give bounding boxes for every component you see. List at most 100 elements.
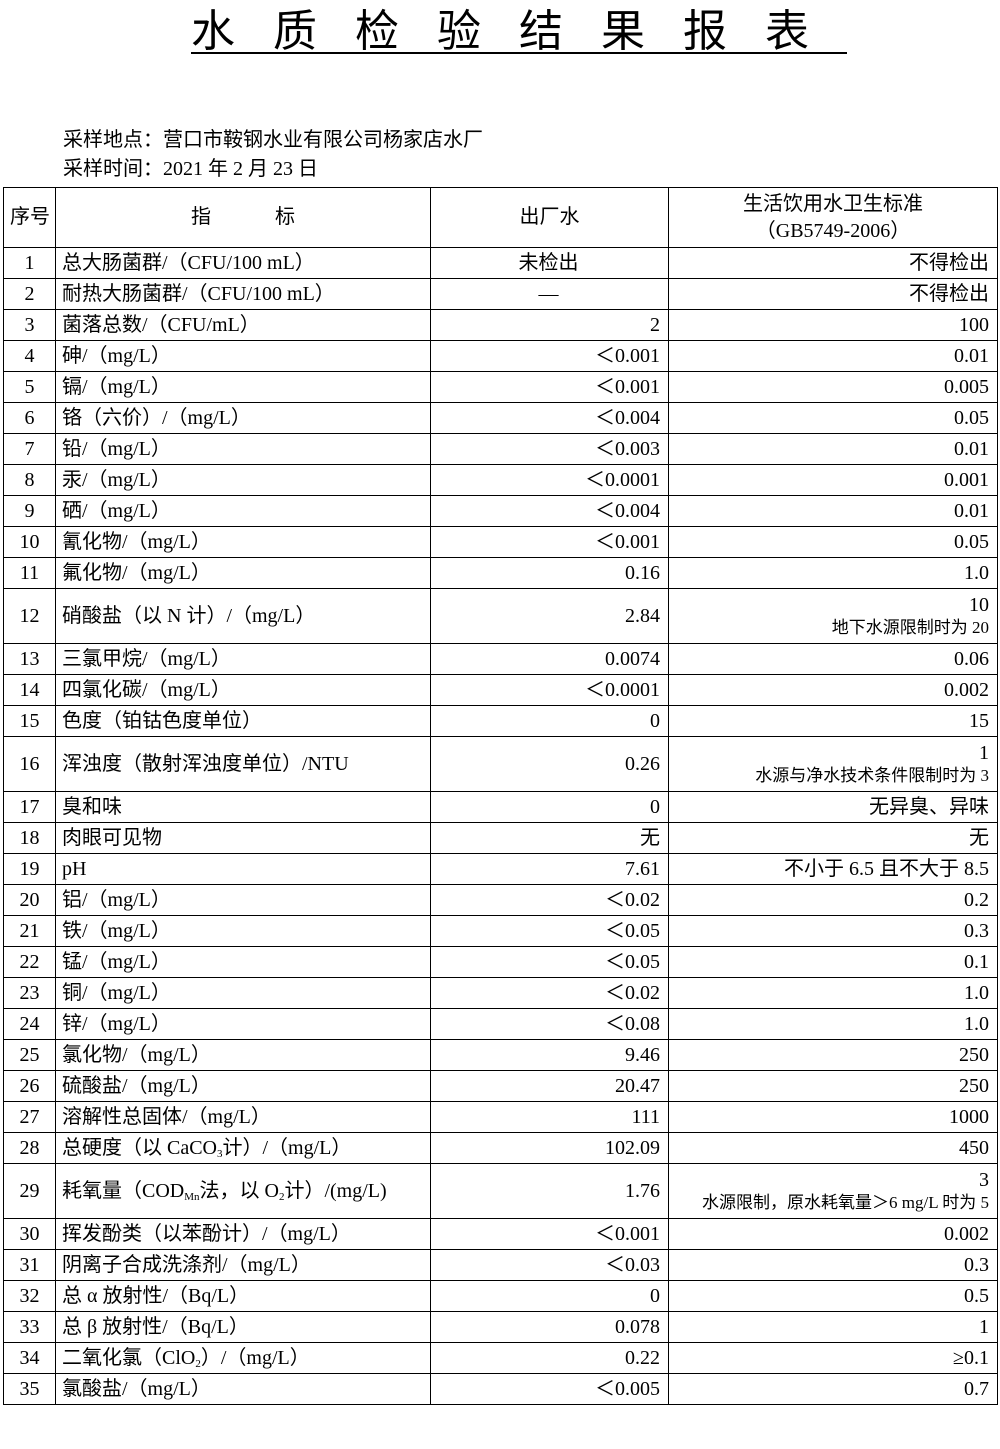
standard-limit: 0.002 [668, 1218, 998, 1250]
limit: 0.005 [944, 376, 989, 398]
table-row: 9 硒/（mg/L） ＜0.004 0.01 [3, 495, 998, 527]
limit: 不得检出 [909, 252, 989, 274]
indicator: 耗氧量（CODMn法，以 O2计）/(mg/L) [55, 1163, 431, 1219]
limit: 0.5 [964, 1285, 989, 1307]
row-number: 15 [3, 705, 56, 737]
header-cell: 出厂水 [430, 187, 669, 248]
row-number: 22 [3, 946, 56, 978]
table-row: 26 硫酸盐/（mg/L） 20.47 250 [3, 1070, 998, 1102]
indicator: 二氧化氯（ClO2）/（mg/L） [55, 1342, 431, 1374]
standard-limit: 10 地下水源限制时为 20 [668, 588, 998, 644]
table-row: 22 锰/（mg/L） ＜0.05 0.1 [3, 946, 998, 978]
row-number: 16 [3, 736, 56, 792]
row-number: 2 [3, 278, 56, 310]
header-cell: 指标 [55, 187, 431, 248]
indicator: 砷/（mg/L） [55, 340, 431, 372]
indicator: 氯化物/（mg/L） [55, 1039, 431, 1071]
table-row: 23 铜/（mg/L） ＜0.02 1.0 [3, 977, 998, 1009]
row-number: 11 [3, 557, 56, 589]
limit: 0.7 [964, 1378, 989, 1400]
standard-limit: 0.01 [668, 340, 998, 372]
standard-limit: 0.3 [668, 915, 998, 947]
table-row: 33 总 β 放射性/（Bq/L） 0.078 1 [3, 1311, 998, 1343]
standard-limit: 3 水源限制，原水耗氧量＞6 mg/L 时为 5 [668, 1163, 998, 1219]
limit: 1.0 [964, 982, 989, 1004]
indicator: 肉眼可见物 [55, 822, 431, 854]
limit: 不得检出 [909, 283, 989, 305]
table-row: 27 溶解性总固体/（mg/L） 111 1000 [3, 1101, 998, 1133]
standard-limit: 250 [668, 1070, 998, 1102]
plant-water-value: ＜0.005 [430, 1373, 669, 1405]
standard-limit: ≥0.1 [668, 1342, 998, 1374]
standard-limit: 1.0 [668, 977, 998, 1009]
plant-water-value: ＜0.0001 [430, 464, 669, 496]
indicator: 铅/（mg/L） [55, 433, 431, 465]
table-row: 21 铁/（mg/L） ＜0.05 0.3 [3, 915, 998, 947]
table-body: 1 总大肠菌群/（CFU/100 mL） 未检出 不得检出 2 耐热大肠菌群/（CFU/1… [3, 247, 998, 1405]
subscript: Mn [184, 1191, 200, 1203]
plant-water-value: 0.26 [430, 736, 669, 792]
row-number: 8 [3, 464, 56, 496]
indicator: 总硬度（以 CaCO3计）/（mg/L） [55, 1132, 431, 1164]
plant-water-value: 2.84 [430, 588, 669, 644]
table-row: 32 总 α 放射性/（Bq/L） 0 0.5 [3, 1280, 998, 1312]
plant-water-value: — [430, 278, 669, 310]
results-table: 序号 指标 出厂水 生活饮用水卫生标准 （GB5749-2006） 1 总大肠菌群/… [3, 187, 998, 1405]
table-row: 16 浑浊度（散射浑浊度单位）/NTU 0.26 1 水源与净水技术条件限制时为 3 [3, 736, 998, 792]
standard-limit: 1000 [668, 1101, 998, 1133]
row-number: 21 [3, 915, 56, 947]
row-number: 30 [3, 1218, 56, 1250]
row-number: 14 [3, 674, 56, 706]
plant-water-value: 0 [430, 1280, 669, 1312]
table-row: 24 锌/（mg/L） ＜0.08 1.0 [3, 1008, 998, 1040]
limit: ≥0.1 [953, 1347, 989, 1369]
indicator: 氰化物/（mg/L） [55, 526, 431, 558]
standard-limit: 1.0 [668, 557, 998, 589]
time-line: 采样时间：2021 年 2 月 23 日 [63, 156, 318, 182]
indicator: 铜/（mg/L） [55, 977, 431, 1009]
indicator: 三氯甲烷/（mg/L） [55, 643, 431, 675]
location: 营口市鞍钢水业有限公司杨家店水厂 [163, 129, 483, 151]
table-row: 18 肉眼可见物无无 [3, 822, 998, 854]
text-segment: 二氧化氯（ClO [62, 1347, 196, 1369]
indicator: 总大肠菌群/（CFU/100 mL） [55, 247, 431, 279]
standard-limit: 0.1 [668, 946, 998, 978]
row-number: 4 [3, 340, 56, 372]
plant-water-value: ＜0.001 [430, 340, 669, 372]
row-number: 10 [3, 526, 56, 558]
plant-water-value: ＜0.03 [430, 1249, 669, 1281]
limit: 1000 [949, 1106, 989, 1128]
limit: 0.01 [954, 345, 989, 367]
row-number: 5 [3, 371, 56, 403]
row-number: 20 [3, 884, 56, 916]
limit: 0.001 [944, 469, 989, 491]
row-number: 13 [3, 643, 56, 675]
table-row: 14 四氯化碳/（mg/L） ＜0.0001 0.002 [3, 674, 998, 706]
table-head: 序号 指标 出厂水 生活饮用水卫生标准 （GB5749-2006） [3, 187, 998, 248]
text-segment: ）/（mg/L） [200, 1347, 310, 1369]
standard-limit: 100 [668, 309, 998, 341]
row-number: 35 [3, 1373, 56, 1405]
limit: 0.002 [944, 679, 989, 701]
row-number: 6 [3, 402, 56, 434]
limit: 10 [969, 594, 989, 616]
row-number: 7 [3, 433, 56, 465]
plant-water-value: ＜0.05 [430, 946, 669, 978]
limit: 1.0 [964, 562, 989, 584]
limit: 1.0 [964, 1013, 989, 1035]
row-number: 23 [3, 977, 56, 1009]
row-number: 18 [3, 822, 56, 854]
standard-limit: 不小于 6.5 且不大于 8.5 [668, 853, 998, 885]
table-row: 11 氟化物/（mg/L） 0.16 1.0 [3, 557, 998, 589]
limit: 15 [969, 710, 989, 732]
row-number: 1 [3, 247, 56, 279]
standard-limit: 0.01 [668, 433, 998, 465]
subscript: 2 [278, 1191, 285, 1203]
table-row: 35 氯酸盐/（mg/L） ＜0.005 0.7 [3, 1373, 998, 1405]
indicator: 硫酸盐/（mg/L） [55, 1070, 431, 1102]
indicator: 总 β 放射性/（Bq/L） [55, 1311, 431, 1343]
plant-water-value: ＜0.001 [430, 526, 669, 558]
plant-water-value: 0.0074 [430, 643, 669, 675]
title-text: 水质检验结果报表 [191, 7, 847, 56]
plant-water-value: ＜0.0001 [430, 674, 669, 706]
